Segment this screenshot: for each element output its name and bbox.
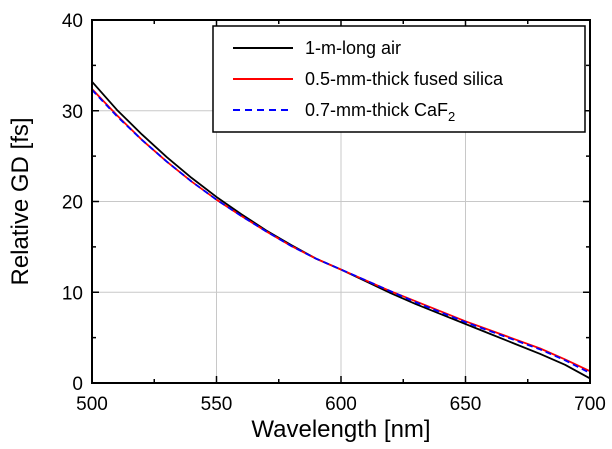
legend-label-2: 0.5-mm-thick fused silica (305, 69, 504, 89)
x-tick-label: 500 (76, 394, 108, 415)
x-tick-label: 600 (325, 394, 357, 415)
ticks: 500 550 600 650 700 0 10 20 30 40 (62, 11, 606, 415)
legend-label-1: 1-m-long air (305, 38, 401, 58)
y-axis-title: Relative GD [fs] (7, 117, 34, 285)
x-axis-title: Wavelength [nm] (251, 416, 430, 443)
x-tick-label: 550 (201, 394, 233, 415)
y-tick-label: 0 (72, 374, 83, 395)
x-tick-label: 700 (574, 394, 606, 415)
y-tick-label: 10 (62, 283, 83, 304)
series-layer (91, 81, 591, 380)
x-tick-label: 650 (450, 394, 482, 415)
series-line-3 (91, 89, 591, 374)
y-tick-label: 30 (62, 102, 83, 123)
y-tick-label: 40 (62, 11, 83, 32)
y-tick-label: 20 (62, 193, 83, 214)
